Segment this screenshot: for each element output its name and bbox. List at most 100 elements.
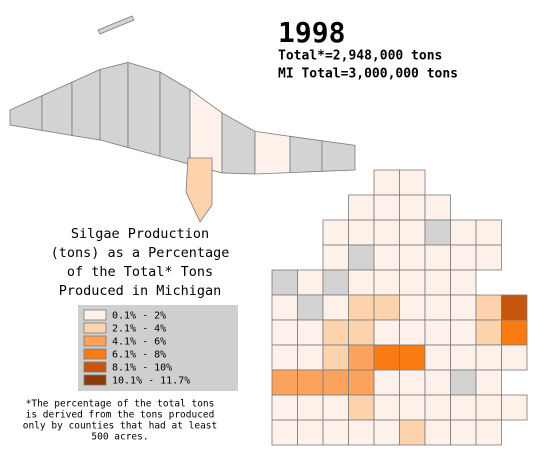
county: [348, 394, 375, 421]
county: [501, 394, 528, 421]
county: [348, 319, 375, 346]
county: [271, 369, 298, 396]
county: [297, 369, 324, 396]
legend-label: 8.1% - 10%: [112, 363, 172, 374]
county: [41, 81, 73, 137]
county: [424, 344, 451, 371]
county: [399, 244, 426, 271]
map-title: Silgae Production (tons) as a Percentage o…: [51, 226, 230, 299]
county: [297, 269, 324, 296]
legend-label: 6.1% - 8%: [112, 350, 166, 361]
legend-label: 2.1% - 4%: [112, 324, 166, 335]
county: [399, 219, 426, 246]
county: [501, 344, 528, 371]
county: [373, 394, 400, 421]
county: [450, 244, 477, 271]
footnote-line: 500 acres.: [91, 432, 148, 443]
county: [424, 294, 451, 321]
county: [271, 394, 298, 421]
legend-swatch: [83, 309, 107, 321]
county: [348, 269, 375, 296]
county: [271, 344, 298, 371]
county: [322, 394, 349, 421]
map-title-line: (tons) as a Percentage: [51, 245, 230, 261]
legend-swatch: [83, 335, 107, 347]
county: [450, 319, 477, 346]
county: [322, 369, 349, 396]
isle-royale: [97, 15, 135, 35]
county: [373, 419, 400, 446]
county: [322, 419, 349, 446]
county: [271, 319, 298, 346]
county: [297, 344, 324, 371]
county: [450, 419, 477, 446]
county: [9, 94, 43, 131]
county: [254, 130, 291, 175]
county: [450, 294, 477, 321]
county: [373, 344, 400, 371]
county: [322, 269, 349, 296]
county: [159, 71, 191, 165]
county: [424, 419, 451, 446]
county: [373, 294, 400, 321]
legend-label: 0.1% - 2%: [112, 311, 166, 322]
legend: 0.1% - 2% 2.1% - 4% 4.1% - 6% 6.1% - 8% 8.1%…: [83, 309, 190, 387]
county: [348, 219, 375, 246]
county: [399, 394, 426, 421]
county: [348, 369, 375, 396]
year-title: 1998: [278, 16, 345, 49]
legend-swatch: [83, 374, 107, 386]
county: [348, 294, 375, 321]
county: [127, 61, 161, 157]
county: [424, 269, 451, 296]
footnote-line: only by counties that had at least: [23, 421, 217, 432]
county: [373, 269, 400, 296]
county: [373, 244, 400, 271]
county: [297, 394, 324, 421]
county: [348, 344, 375, 371]
county: [424, 219, 451, 246]
county: [399, 419, 426, 446]
county: [321, 140, 356, 172]
county: [450, 269, 477, 296]
county: [475, 344, 502, 371]
county: [373, 219, 400, 246]
county: [185, 157, 213, 223]
county: [322, 319, 349, 346]
county: [348, 194, 375, 221]
legend-label: 10.1% - 11.7%: [112, 376, 190, 387]
county: [424, 244, 451, 271]
county: [424, 319, 451, 346]
county: [475, 294, 502, 321]
county: [399, 319, 426, 346]
county: [475, 419, 502, 446]
county: [373, 369, 400, 396]
county: [424, 369, 451, 396]
county: [322, 244, 349, 271]
total-line: Total*=2,948,000 tons: [278, 49, 442, 64]
county: [399, 344, 426, 371]
county: [221, 112, 256, 175]
county: [450, 369, 477, 396]
county: [399, 269, 426, 296]
county: [475, 219, 502, 246]
footnote-line: is derived from the tons produced: [26, 410, 215, 421]
county: [450, 344, 477, 371]
county-map: [9, 15, 528, 446]
county: [348, 419, 375, 446]
county: [475, 244, 502, 271]
county: [450, 219, 477, 246]
county: [399, 194, 426, 221]
county: [424, 394, 451, 421]
county: [373, 319, 400, 346]
county: [475, 394, 502, 421]
county: [322, 219, 349, 246]
legend-swatch: [83, 322, 107, 334]
county: [399, 169, 426, 196]
county: [399, 369, 426, 396]
county: [271, 419, 298, 446]
county: [322, 344, 349, 371]
county: [289, 135, 323, 174]
county: [297, 419, 324, 446]
